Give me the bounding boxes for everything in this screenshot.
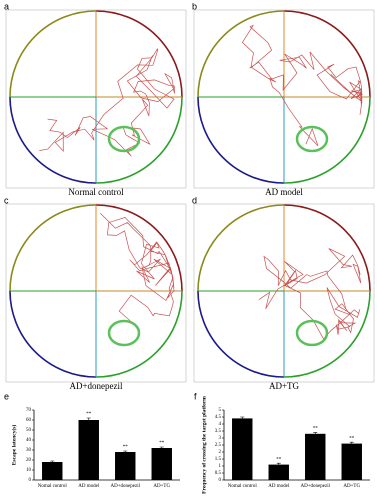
significance-marker: ** [313,427,319,432]
panel-letter: c [4,195,9,205]
panel-letter: a [4,1,9,11]
y-tick-label: 2 [219,450,222,455]
pool-arc [95,10,183,98]
y-tick-label: 0 [29,478,32,483]
pool-arc [197,204,285,292]
swim-path [258,248,362,340]
panel-letter: d [192,195,197,205]
platform [107,125,141,153]
pool-arc [9,290,97,378]
pool-arc [283,290,371,378]
y-tick-label: 30 [26,448,32,453]
pool-arc [197,96,285,184]
error-bar [50,460,55,462]
y-axis-label: Escape latency(s) [10,425,17,466]
y-tick-label: 4.5 [215,415,222,420]
bar [151,448,172,480]
frame [193,203,375,383]
y-tick-label: 3.5 [215,429,222,434]
panel-caption: Normal control [68,187,124,197]
x-tick-label: Nomal control [228,484,258,489]
platform [295,125,329,153]
bar [268,464,289,480]
pool-arc [283,204,371,292]
frame [5,203,187,383]
x-tick-label: AD model [78,484,100,489]
y-tick-label: 2.5 [215,443,222,448]
significance-marker: ** [349,436,355,441]
x-tick-label: AD+TG [343,484,360,489]
x-tick-label: AD+donepezil [301,484,331,489]
pool-arc [9,204,97,292]
frame [193,9,375,189]
y-tick-label: 0.5 [215,471,222,476]
pool-arc [9,10,97,98]
bar [42,462,63,480]
pool-arc [9,96,97,184]
y-tick-label: 10 [26,468,32,473]
y-tick-label: 20 [26,458,32,463]
y-axis-label: Frequency of crossing the target platfor… [201,396,207,494]
x-tick-label: AD model [268,484,290,489]
pool-arc [197,10,285,98]
pool-arc [95,204,183,292]
panel-letter: e [4,391,9,401]
y-tick-label: 1.5 [215,457,222,462]
significance-marker: ** [159,441,165,446]
pool-arc [197,290,285,378]
error-bar [123,450,128,452]
pool-arc [95,96,183,184]
pool-arc [95,290,183,378]
significance-marker: ** [86,412,92,417]
y-tick-label: 4 [219,422,222,427]
significance-marker: ** [276,457,282,462]
panel-caption: AD+TG [269,381,300,391]
swim-path [241,24,364,146]
error-bar [276,462,281,465]
bar [232,418,253,480]
bar [341,443,362,480]
bar [115,452,136,480]
error-bar [159,446,164,448]
error-bar [86,417,91,420]
significance-marker: ** [123,445,129,450]
panel-caption: AD+donepezil [69,381,123,391]
error-bar [349,441,354,444]
y-tick-label: 40 [26,438,32,443]
y-tick-label: 5 [219,408,222,413]
panel-caption: AD model [265,187,303,197]
x-tick-label: AD+TG [153,484,170,489]
y-tick-label: 1 [219,464,222,469]
frame [5,9,187,189]
x-tick-label: AD+donepezil [111,484,141,489]
platform [107,319,141,347]
y-tick-label: 0 [219,478,222,483]
y-tick-label: 60 [26,418,32,423]
swim-path [99,212,175,322]
y-tick-label: 50 [26,428,32,433]
panel-letter: b [192,1,197,11]
y-tick-label: 3 [219,436,222,441]
panel-letter: f [194,391,197,401]
pool-arc [283,10,371,98]
error-bar [240,416,245,419]
swim-path [39,48,175,157]
bar [305,433,326,480]
platform [295,319,329,347]
error-bar [313,432,318,434]
bar [78,420,99,480]
x-tick-label: Nomal control [38,484,68,489]
pool-arc [283,96,371,184]
y-tick-label: 70 [26,408,32,413]
